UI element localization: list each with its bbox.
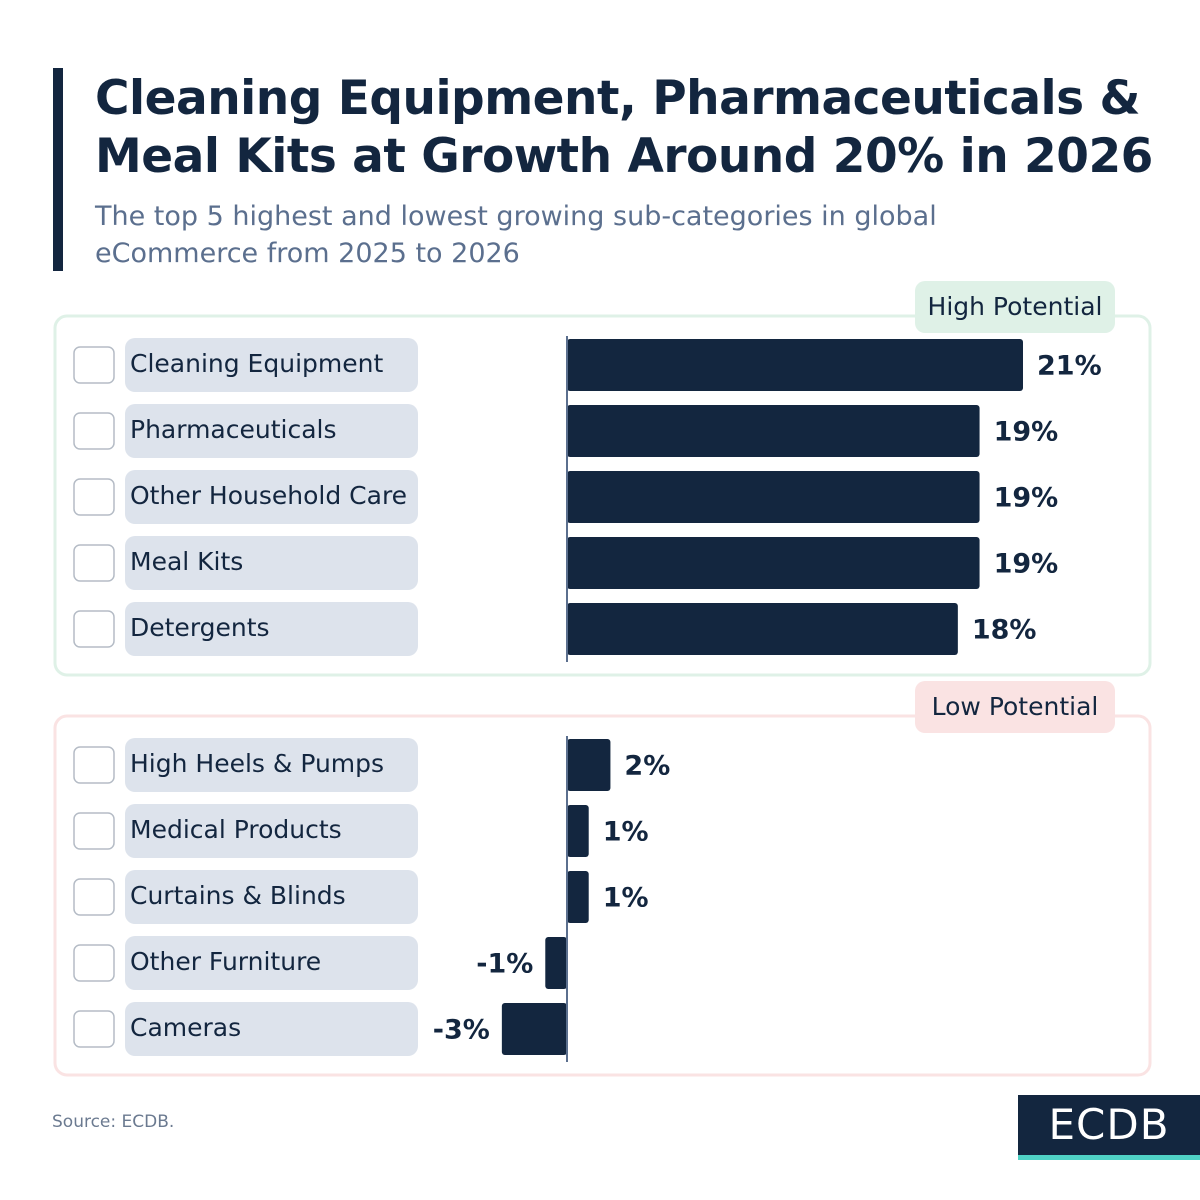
label-box <box>125 470 418 524</box>
bar <box>545 937 567 989</box>
source: Source: ECDB. <box>52 1112 175 1132</box>
value-label: -3% <box>433 1015 490 1046</box>
icon <box>73 346 115 384</box>
panel-label: High Potential <box>928 292 1103 321</box>
bar <box>567 405 980 457</box>
accent-bar <box>53 68 63 271</box>
category-label: Meal Kits <box>130 547 243 576</box>
bar <box>567 537 980 589</box>
bar <box>567 471 980 523</box>
bar <box>567 871 589 923</box>
category-label: Other Furniture <box>130 947 321 976</box>
label-box <box>125 936 418 990</box>
icon <box>73 1010 115 1048</box>
bar <box>567 603 958 655</box>
label-box <box>125 870 418 924</box>
value-label: 19% <box>994 483 1059 514</box>
icon <box>73 944 115 982</box>
value-label: 2% <box>624 751 670 782</box>
icon <box>73 812 115 850</box>
category-label: Detergents <box>130 613 270 642</box>
category-label: Pharmaceuticals <box>130 415 337 444</box>
value-label: 1% <box>603 817 649 848</box>
panel <box>53 314 1152 677</box>
panel-tag <box>915 281 1115 333</box>
icon <box>73 544 115 582</box>
bar <box>567 339 1023 391</box>
icon <box>73 878 115 916</box>
value-label: 1% <box>603 883 649 914</box>
label-box <box>125 338 418 392</box>
bar <box>567 805 589 857</box>
label-box <box>125 804 418 858</box>
label-box <box>125 536 418 590</box>
category-label: Other Household Care <box>130 481 407 510</box>
logo: ECDB <box>1018 1095 1200 1160</box>
value-label: 21% <box>1037 351 1102 382</box>
category-label: Medical Products <box>130 815 342 844</box>
value-label: -1% <box>476 949 533 980</box>
label-box <box>125 404 418 458</box>
value-label: 19% <box>994 549 1059 580</box>
bar <box>501 1003 567 1055</box>
category-label: Curtains & Blinds <box>130 881 346 910</box>
category-label: Cameras <box>130 1013 241 1042</box>
label-box <box>125 1002 418 1056</box>
bar <box>567 739 611 791</box>
subtitle: The top 5 highest and lowest growing sub… <box>95 201 937 269</box>
category-label: High Heels & Pumps <box>130 749 384 778</box>
label-box <box>125 602 418 656</box>
value-label: 18% <box>972 615 1037 646</box>
title: Cleaning Equipment, Pharmaceuticals & Me… <box>95 71 1153 184</box>
panel-tag <box>915 681 1115 733</box>
icon <box>73 412 115 450</box>
icon <box>73 746 115 784</box>
value-label: 19% <box>994 417 1059 448</box>
category-label: Cleaning Equipment <box>130 349 383 378</box>
icon <box>73 478 115 516</box>
panel <box>53 714 1152 1077</box>
icon <box>73 610 115 648</box>
label-box <box>125 738 418 792</box>
panel-label: Low Potential <box>932 692 1099 721</box>
chart: High Potential Cleaning Equipment 21% Pharm… <box>53 281 1152 1077</box>
